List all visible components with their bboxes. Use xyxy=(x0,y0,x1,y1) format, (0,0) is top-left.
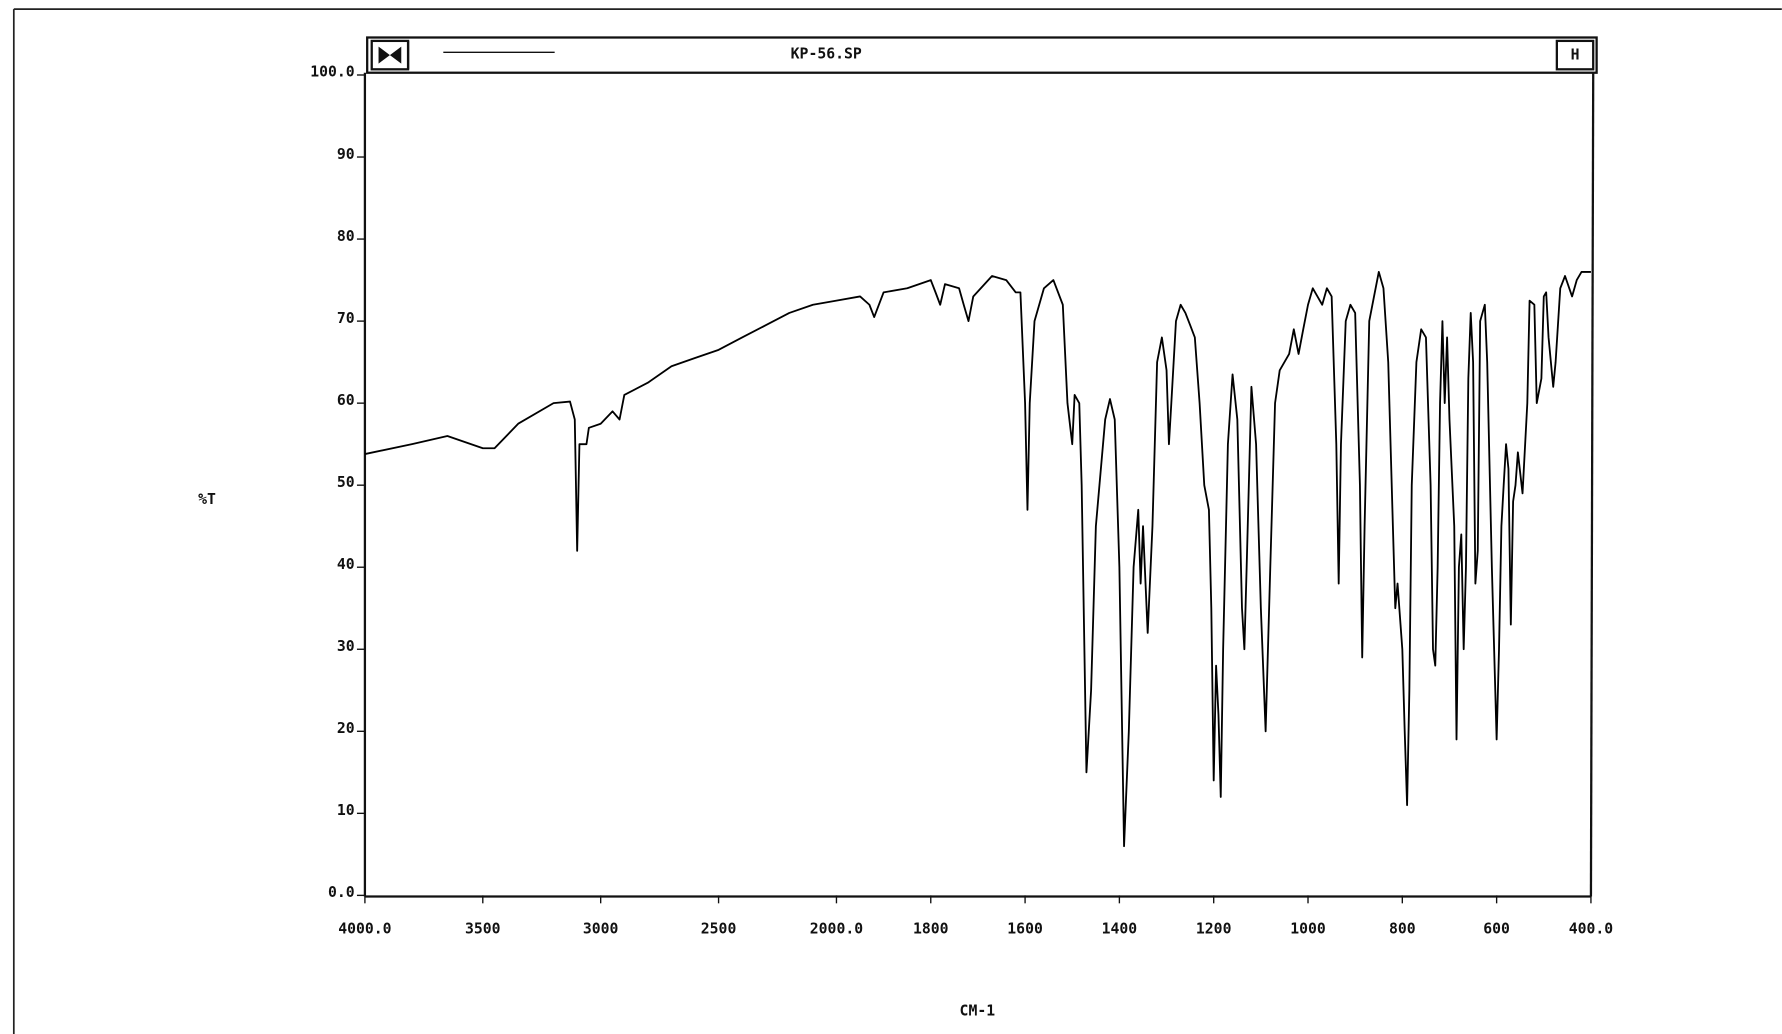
y-tick-label: 40 xyxy=(337,556,355,573)
y-tick-label: 100.0 xyxy=(310,64,354,81)
y-tick-label: 10 xyxy=(337,802,355,819)
x-tick-label: 3000 xyxy=(583,920,619,937)
y-tick-label: 20 xyxy=(337,720,355,737)
x-tick-label: 3500 xyxy=(465,920,501,937)
y-tick-label: 50 xyxy=(337,474,355,491)
window-button[interactable] xyxy=(1555,39,1595,71)
plot-frame xyxy=(1589,72,1595,897)
y-tick-label: 60 xyxy=(337,392,355,409)
chart-title: KP-56.SP xyxy=(791,46,862,63)
y-axis-label: %T xyxy=(198,491,216,508)
x-axis-label: CM-1 xyxy=(960,1002,996,1019)
x-tick-label: 600 xyxy=(1483,920,1510,937)
spectrum-line xyxy=(364,270,1591,848)
x-tick-label: 1000 xyxy=(1290,920,1326,937)
y-tick-label: 80 xyxy=(337,228,355,245)
x-tick-label: 800 xyxy=(1389,920,1416,937)
x-tick-label: 400.0 xyxy=(1569,920,1613,937)
x-tick-label: 2000.0 xyxy=(810,920,863,937)
x-tick-label: 1400 xyxy=(1102,920,1138,937)
y-tick-label: 0.0 xyxy=(328,884,355,901)
x-tick-label: 2500 xyxy=(701,920,737,937)
y-tick-label: 70 xyxy=(337,310,355,327)
x-tick-label: 1600 xyxy=(1007,920,1043,937)
window-button-icon: H xyxy=(1571,47,1580,64)
x-tick-label: 1200 xyxy=(1196,920,1232,937)
x-tick-label: 1800 xyxy=(913,920,949,937)
y-tick-label: 30 xyxy=(337,638,355,655)
y-tick-label: 90 xyxy=(337,146,355,163)
x-tick-label: 4000.0 xyxy=(338,920,391,937)
window-title-bar xyxy=(366,36,1598,74)
